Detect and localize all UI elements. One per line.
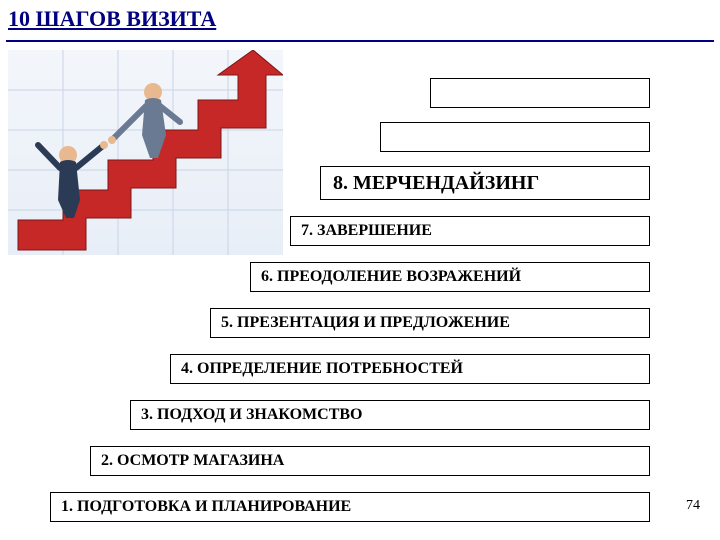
step-box-4: 4. ОПРЕДЕЛЕНИЕ ПОТРЕБНОСТЕЙ: [170, 354, 650, 384]
step-box-7: 7. ЗАВЕРШЕНИЕ: [290, 216, 650, 246]
step-label: 3. ПОДХОД И ЗНАКОМСТВО: [141, 406, 362, 424]
step-label: 8. МЕРЧЕНДАЙЗИНГ: [333, 172, 539, 195]
step-label: 4. ОПРЕДЕЛЕНИЕ ПОТРЕБНОСТЕЙ: [181, 360, 463, 378]
step-label: 2. ОСМОТР МАГАЗИНА: [101, 452, 284, 470]
step-box-5: 5. ПРЕЗЕНТАЦИЯ И ПРЕДЛОЖЕНИЕ: [210, 308, 650, 338]
step-box-1: 1. ПОДГОТОВКА И ПЛАНИРОВАНИЕ: [50, 492, 650, 522]
page-number: 74: [686, 498, 700, 514]
step-box-6: 6. ПРЕОДОЛЕНИЕ ВОЗРАЖЕНИЙ: [250, 262, 650, 292]
step-label: 6. ПРЕОДОЛЕНИЕ ВОЗРАЖЕНИЙ: [261, 268, 521, 286]
step-label: 1. ПОДГОТОВКА И ПЛАНИРОВАНИЕ: [61, 498, 351, 516]
step-label: 7. ЗАВЕРШЕНИЕ: [301, 222, 432, 240]
step-label: 5. ПРЕЗЕНТАЦИЯ И ПРЕДЛОЖЕНИЕ: [221, 314, 510, 332]
title-underline: [6, 40, 714, 42]
stair-arrow-svg: [8, 50, 283, 255]
step-box-2: 2. ОСМОТР МАГАЗИНА: [90, 446, 650, 476]
page-title: 10 ШАГОВ ВИЗИТА: [8, 6, 216, 32]
step-box-8: 8. МЕРЧЕНДАЙЗИНГ: [320, 166, 650, 200]
step-box-9: [380, 122, 650, 152]
stair-arrow-illustration: [8, 50, 283, 255]
step-box-3: 3. ПОДХОД И ЗНАКОМСТВО: [130, 400, 650, 430]
step-box-10: [430, 78, 650, 108]
